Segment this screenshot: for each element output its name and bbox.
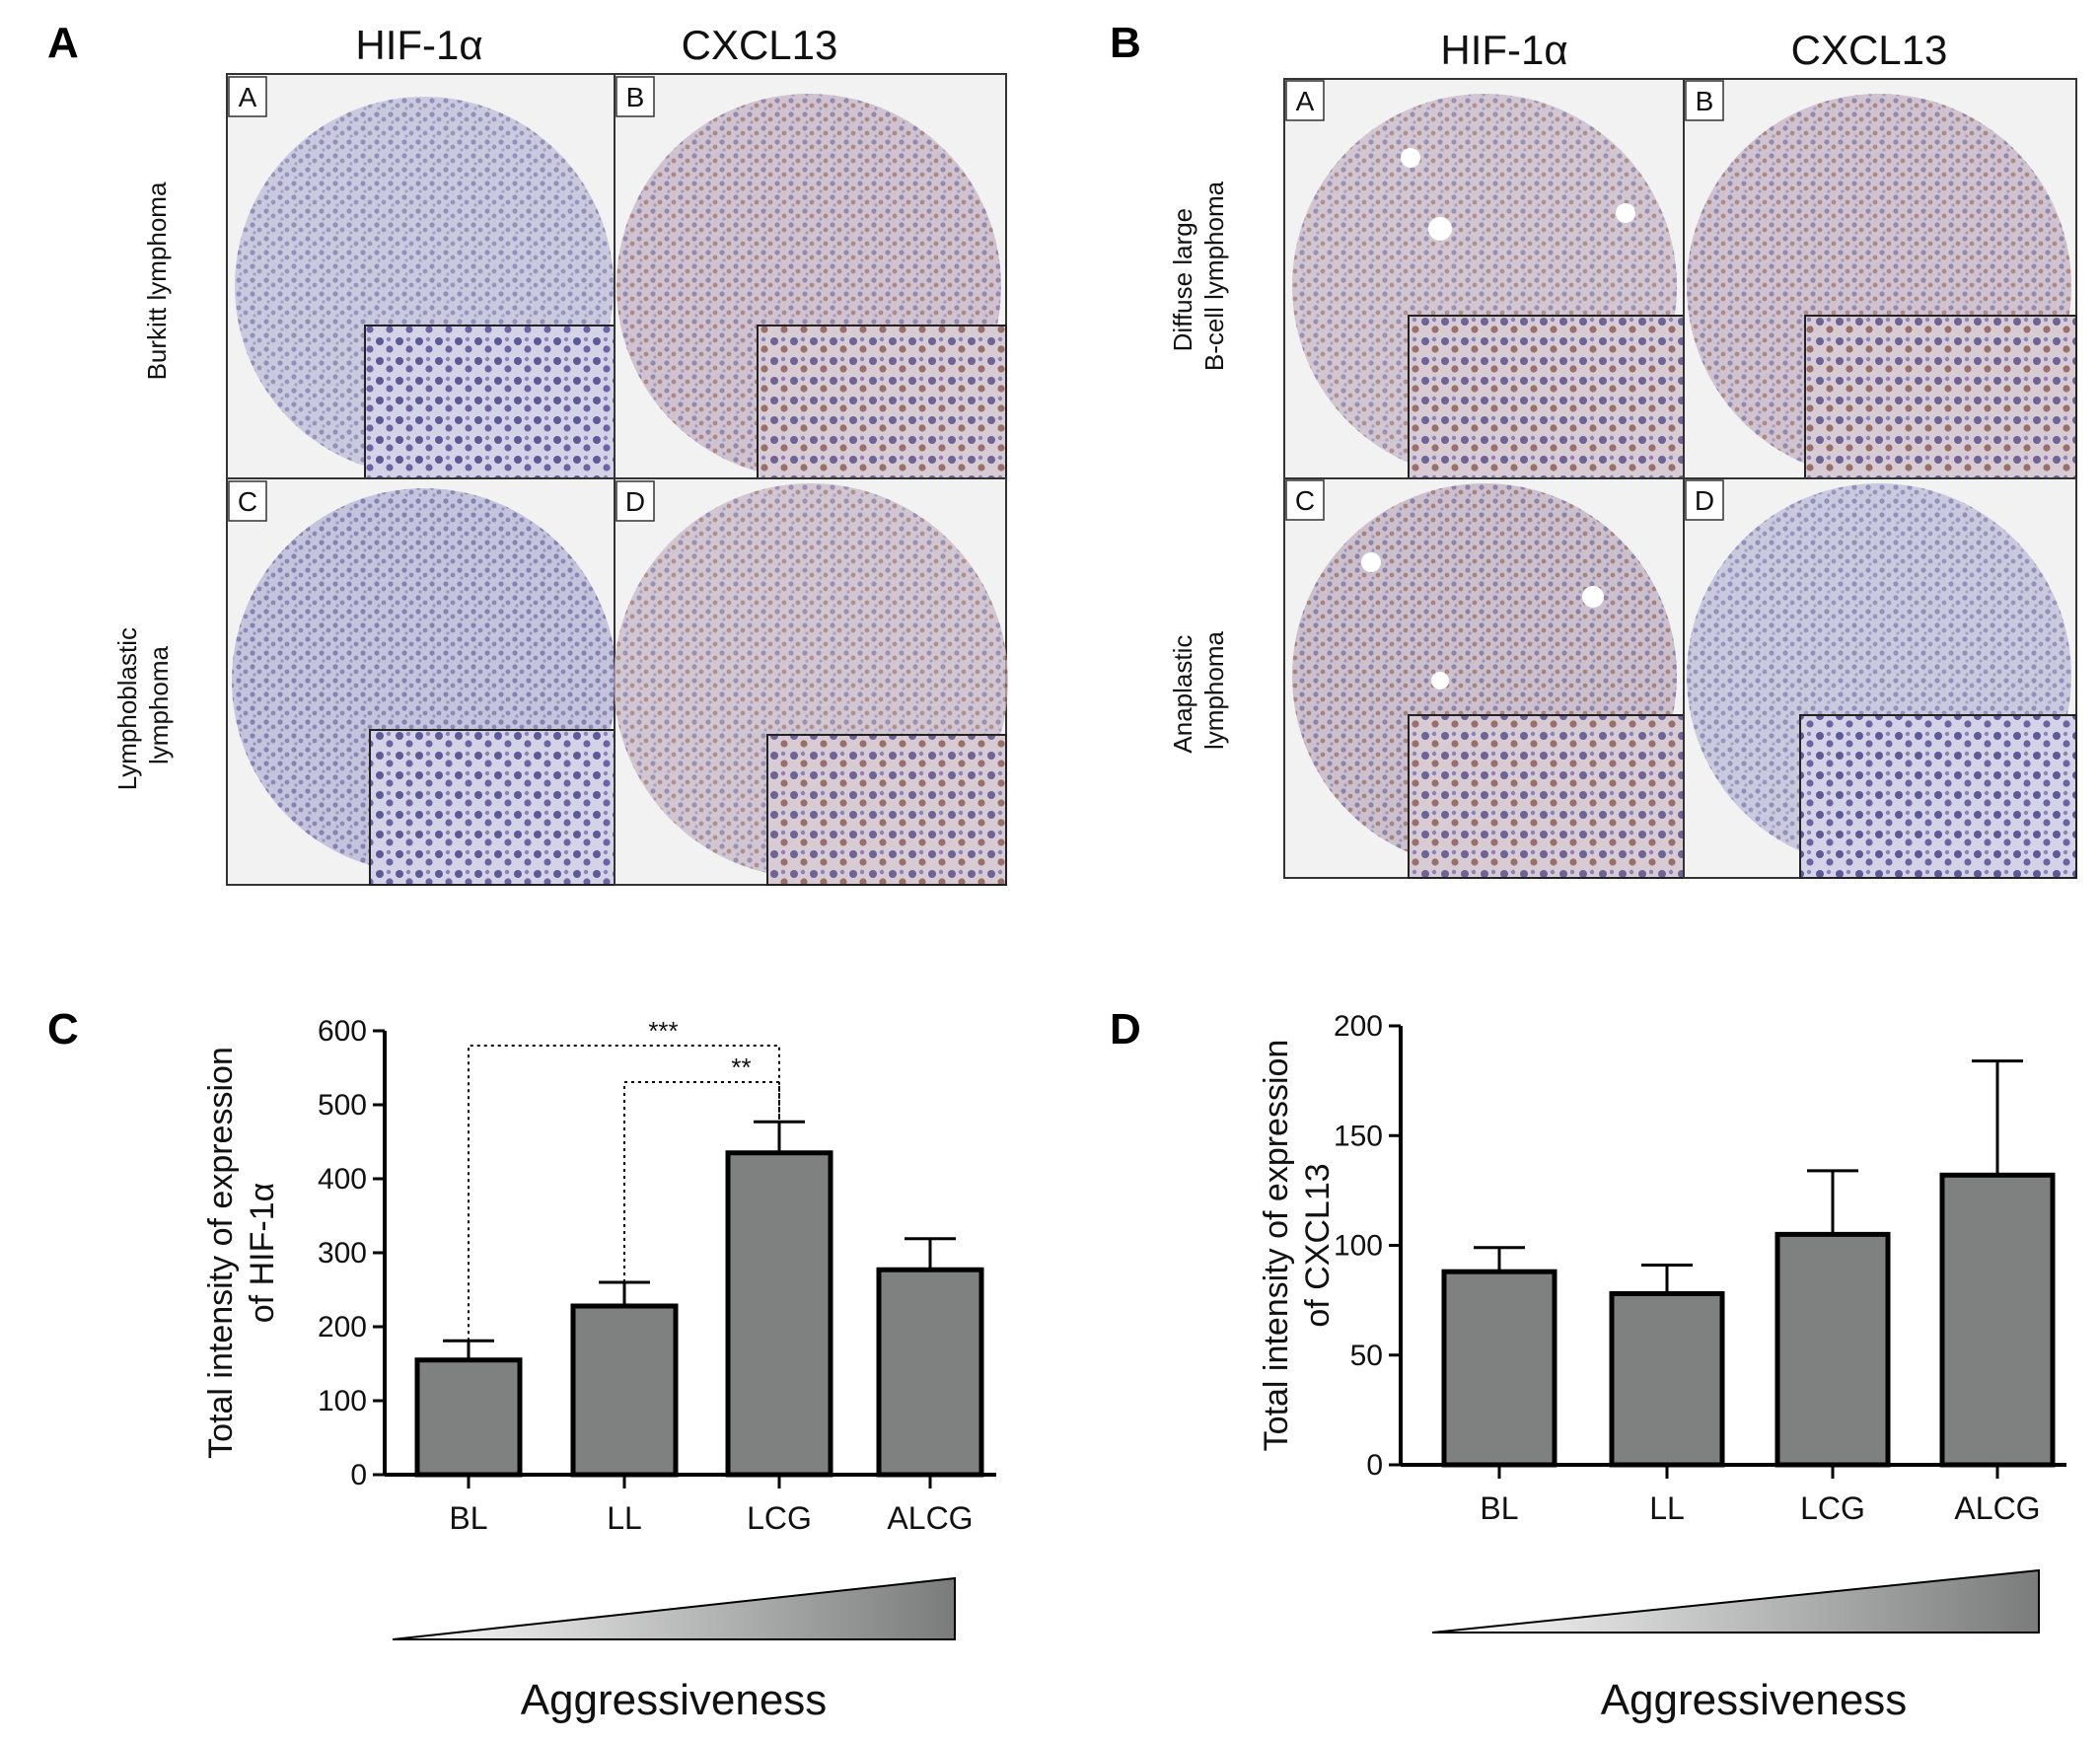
row-label-burkitt: Burkitt lymphoma: [142, 181, 172, 380]
y-tick-label: 150: [1334, 1120, 1383, 1152]
y-tick-label: 200: [1334, 1010, 1383, 1043]
micrograph-tile-a-d: D: [614, 477, 1008, 886]
category-label: LCG: [1800, 1490, 1865, 1526]
bar-alcg: [1939, 1172, 2056, 1468]
micrograph-tile-b-c: C: [1283, 477, 1685, 879]
significance-bracket: [468, 1045, 780, 1342]
inset-magnified: [1804, 315, 2077, 479]
aggressiveness-label-c: Aggressiveness: [521, 1676, 828, 1724]
inset-magnified: [757, 325, 1007, 479]
micrograph-tile-b-b: B: [1683, 78, 2077, 479]
micrograph-tile-a-b: B: [614, 73, 1007, 479]
aggressiveness-gradient-c: [392, 1576, 956, 1640]
micrograph-tile-b-a: A: [1283, 78, 1685, 479]
tile-label: D: [1695, 485, 1714, 516]
y-axis-title: Total intensity of expression of CXCL13: [1258, 1040, 1337, 1452]
y-tick-label: 500: [318, 1089, 367, 1122]
significance-label: ***: [648, 1016, 678, 1046]
hif1a-bar-chart: 0 100 200 300 400 500 600 BL LL LCG ALCG Total inte…: [202, 1015, 996, 1536]
micrograph-tile-a-c: C: [226, 477, 616, 886]
bar-lcg: [1774, 1231, 1891, 1468]
bar-bl: [414, 1357, 523, 1478]
inset-magnified: [369, 729, 616, 886]
panel-c: C 0 100 200 300 400 500 600 BL LL LCG ALCG Total in…: [47, 1005, 996, 1724]
inset-magnified: [1799, 714, 2077, 879]
y-tick-label: 0: [350, 1459, 367, 1491]
row-label-anaplastic: Anaplastic lymphoma: [1168, 627, 1229, 753]
inset-magnified: [1408, 315, 1685, 479]
col-header-hif1a-b: HIF-1α: [1440, 27, 1567, 73]
category-label: BL: [1480, 1490, 1518, 1526]
category-label: LL: [607, 1500, 642, 1536]
panel-a: A HIF-1α CXCL13 Burkitt lymphoma Lymphob…: [47, 19, 1008, 886]
category-label: ALCG: [1954, 1490, 2040, 1526]
y-tick-label: 300: [318, 1237, 367, 1270]
tile-label: B: [1696, 86, 1714, 116]
aggressiveness-label-d: Aggressiveness: [1601, 1676, 1908, 1724]
tile-label: D: [625, 486, 645, 517]
panel-b: B HIF-1α CXCL13 Diffuse large B-cell lym…: [1110, 19, 2077, 879]
y-tick-label: 50: [1350, 1340, 1383, 1372]
col-header-cxcl13-a: CXCL13: [682, 22, 838, 68]
bar-lcg: [725, 1150, 833, 1478]
micrograph-tile-b-d: D: [1683, 477, 2077, 879]
inset-magnified: [1408, 714, 1685, 879]
inset-magnified: [766, 734, 1007, 886]
category-label: LL: [1649, 1490, 1685, 1526]
y-tick-label: 100: [318, 1385, 367, 1417]
panel-d: D 0 50 100 150 200 BL LL LCG ALCG Total intensity…: [1110, 1005, 2066, 1724]
tile-label: B: [626, 82, 645, 112]
row-label-dlbcl: Diffuse large B-cell lymphoma: [1168, 181, 1229, 371]
category-label: LCG: [747, 1500, 812, 1536]
bar-bl: [1441, 1269, 1557, 1468]
cxcl13-bar-chart: 0 50 100 150 200 BL LL LCG ALCG Total intensity o…: [1258, 1010, 2066, 1526]
tile-label: A: [239, 82, 257, 112]
significance-bracket: [623, 1081, 780, 1282]
tile-label: C: [238, 486, 257, 517]
y-tick-label: 400: [318, 1163, 367, 1196]
bar-alcg: [876, 1267, 984, 1478]
bar-ll: [1609, 1290, 1725, 1468]
panel-letter-b: B: [1110, 19, 1141, 67]
row-label-lymphoblastic: Lymphoblastic lymphoma: [112, 620, 174, 790]
y-tick-label: 100: [1334, 1230, 1383, 1263]
panel-letter-c: C: [47, 1005, 79, 1053]
panel-letter-d: D: [1110, 1005, 1141, 1053]
panel-letter-a: A: [47, 19, 79, 67]
inset-magnified: [364, 325, 616, 479]
micrograph-tile-a-a: A: [226, 73, 616, 479]
y-tick-label: 0: [1366, 1449, 1383, 1482]
bar-ll: [570, 1303, 679, 1478]
significance-label: **: [731, 1052, 751, 1082]
category-label: BL: [449, 1500, 487, 1536]
col-header-cxcl13-b: CXCL13: [1791, 27, 1948, 73]
y-axis-title: Total intensity of expression of HIF-1α: [202, 1047, 281, 1459]
aggressiveness-gradient-d: [1431, 1568, 2040, 1633]
y-tick-label: 600: [318, 1015, 367, 1048]
y-tick-label: 200: [318, 1311, 367, 1343]
tile-label: A: [1296, 86, 1315, 116]
col-header-hif1a-a: HIF-1α: [355, 22, 482, 68]
category-label: ALCG: [887, 1500, 973, 1536]
tile-label: C: [1295, 485, 1315, 516]
